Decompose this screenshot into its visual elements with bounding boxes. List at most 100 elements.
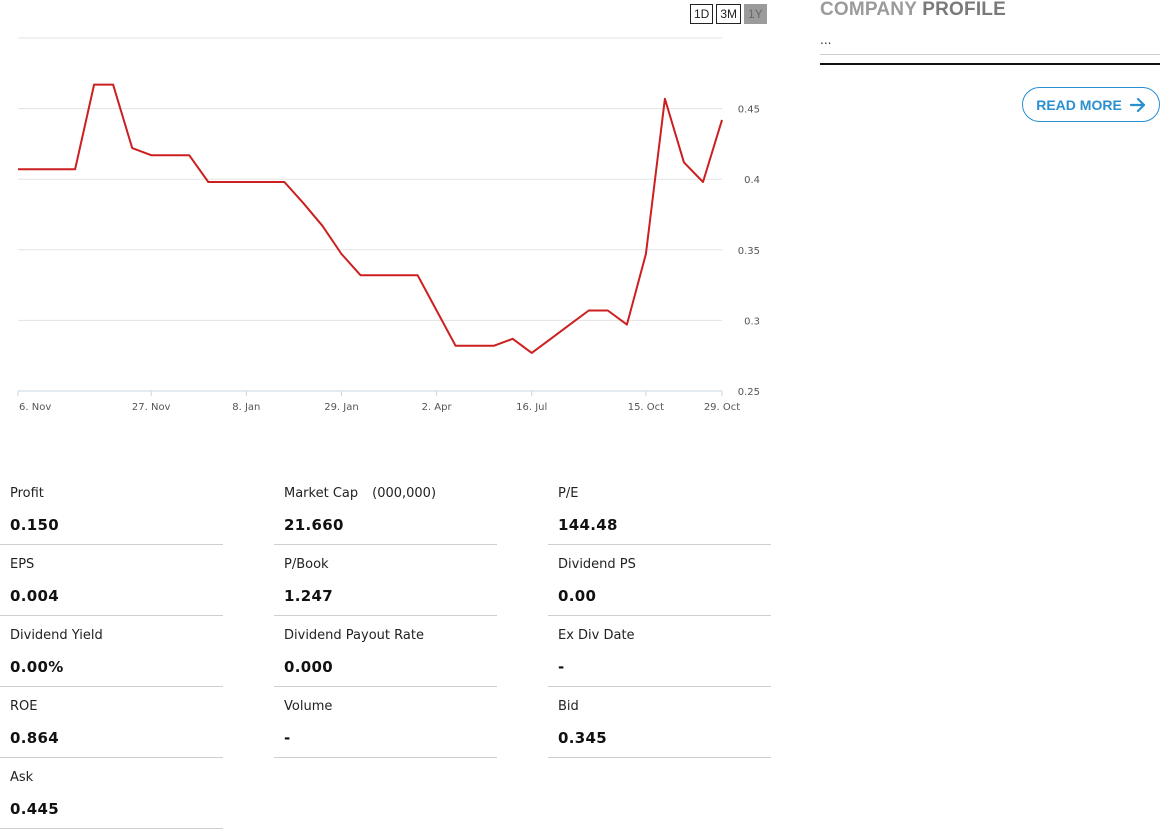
data-point: [74, 168, 76, 170]
stat-value: 0.00%: [10, 658, 64, 676]
stat-label: Market Cap (000,000): [284, 486, 436, 501]
x-tick-label: 29. Oct: [704, 402, 740, 413]
stat-eps: EPS 0.004: [0, 545, 223, 616]
data-point: [702, 181, 704, 183]
series-line-layer: [17, 83, 723, 354]
x-tick-label: 2. Apr: [422, 402, 453, 413]
stat-label: P/Book: [284, 557, 329, 572]
data-point: [550, 338, 552, 340]
data-point: [455, 345, 457, 347]
stat-value: 144.48: [558, 516, 618, 534]
data-point: [188, 154, 190, 156]
stat-value: 0.000: [284, 658, 333, 676]
stat-label: Volume: [284, 699, 333, 714]
y-tick-label: 0.45: [738, 105, 760, 116]
data-point: [721, 119, 723, 121]
stat-label: Dividend Payout Rate: [284, 628, 424, 643]
data-point: [55, 168, 57, 170]
x-tick-label: 27. Nov: [132, 402, 171, 413]
stat-dividend-ps: Dividend PS 0.00: [548, 545, 771, 616]
stat-label-text: Market Cap: [284, 486, 359, 501]
profile-title-bold: PROFILE: [922, 0, 1006, 20]
data-point: [321, 225, 323, 227]
stat-value: 0.150: [10, 516, 59, 534]
data-point: [93, 84, 95, 86]
data-point: [398, 274, 400, 276]
x-tick-label: 29. Jan: [324, 402, 359, 413]
stat-pe: P/E 144.48: [548, 474, 771, 545]
series-line: [18, 83, 723, 354]
stat-value: 21.660: [284, 516, 344, 534]
y-tick-label: 0.4: [744, 175, 760, 186]
data-point: [645, 253, 647, 255]
stat-market-cap: Market Cap (000,000) 21.660: [274, 474, 497, 545]
data-point: [226, 181, 228, 183]
data-point: [112, 84, 114, 86]
data-point: [493, 345, 495, 347]
stat-p-book: P/Book 1.247: [274, 545, 497, 616]
data-point: [607, 310, 609, 312]
profile-divider-thick: [820, 63, 1160, 65]
stat-label: Ask: [10, 770, 34, 785]
stat-profit: Profit 0.150: [0, 474, 223, 545]
range-button-3m[interactable]: 3M: [716, 4, 742, 24]
stat-ex-div-date: Ex Div Date -: [548, 616, 771, 687]
data-point: [512, 338, 514, 340]
y-tick-label: 0.35: [738, 246, 760, 257]
read-more-button[interactable]: READ MORE: [1022, 87, 1160, 122]
profile-title-light: COMPANY: [820, 0, 917, 20]
x-tick-label: 8. Jan: [232, 402, 260, 413]
arrow-right-icon: [1129, 97, 1145, 112]
profile-text: ...: [820, 33, 832, 47]
data-point: [264, 181, 266, 183]
data-point: [17, 168, 19, 170]
data-point: [569, 324, 571, 326]
stat-label: EPS: [10, 557, 35, 572]
data-point: [474, 345, 476, 347]
data-point: [169, 154, 171, 156]
x-tick-label: 16. Jul: [516, 402, 547, 413]
stat-unit: (000,000): [372, 486, 437, 501]
stat-value: 0.004: [10, 587, 59, 605]
data-point: [683, 161, 685, 163]
stat-dividend-yield: Dividend Yield 0.00%: [0, 616, 223, 687]
range-selector: 1D 3M 1Y: [690, 4, 767, 24]
data-point: [436, 310, 438, 312]
stat-value: 1.247: [284, 587, 333, 605]
x-tick-label: 15. Oct: [628, 402, 664, 413]
range-button-1d[interactable]: 1D: [690, 4, 714, 24]
data-point: [150, 154, 152, 156]
stat-value: -: [558, 658, 565, 676]
data-point: [207, 181, 209, 183]
x-axis-ticks: 6. Nov 27. Nov 8. Jan 29. Jan 2. Apr 16. Jul 1…: [17, 391, 740, 413]
y-tick-label: 0.25: [738, 387, 760, 398]
data-point: [131, 147, 133, 149]
stat-label: Bid: [558, 699, 579, 714]
stat-value: 0.445: [10, 800, 59, 818]
stat-value: 0.345: [558, 729, 607, 747]
profile-divider-thin: [820, 54, 1160, 55]
stat-value: 0.864: [10, 729, 59, 747]
stat-dividend-payout-rate: Dividend Payout Rate 0.000: [274, 616, 497, 687]
stat-label: Dividend Yield: [10, 628, 103, 643]
data-point: [664, 98, 666, 100]
data-point: [417, 274, 419, 276]
y-axis-ticks: 0.25 0.3 0.35 0.4 0.45: [738, 105, 760, 398]
data-point: [245, 181, 247, 183]
stat-value: 0.00: [558, 587, 597, 605]
data-point: [531, 352, 533, 354]
x-tick-label: 6. Nov: [19, 402, 51, 413]
data-point: [626, 324, 628, 326]
y-tick-label: 0.3: [744, 316, 760, 327]
price-chart: 0.25 0.3 0.35 0.4 0.45 6. Nov 27. Nov 8. Jan 29…: [17, 37, 760, 413]
chart-grid: [18, 37, 722, 392]
stat-label: Ex Div Date: [558, 628, 635, 643]
data-point: [588, 310, 590, 312]
company-profile: COMPANY PROFILE ... READ MORE: [820, 0, 1160, 122]
range-button-1y[interactable]: 1Y: [744, 4, 767, 24]
data-point: [36, 168, 38, 170]
data-point: [359, 274, 361, 276]
data-point: [283, 181, 285, 183]
stat-label: P/E: [558, 486, 579, 501]
data-point: [302, 202, 304, 204]
